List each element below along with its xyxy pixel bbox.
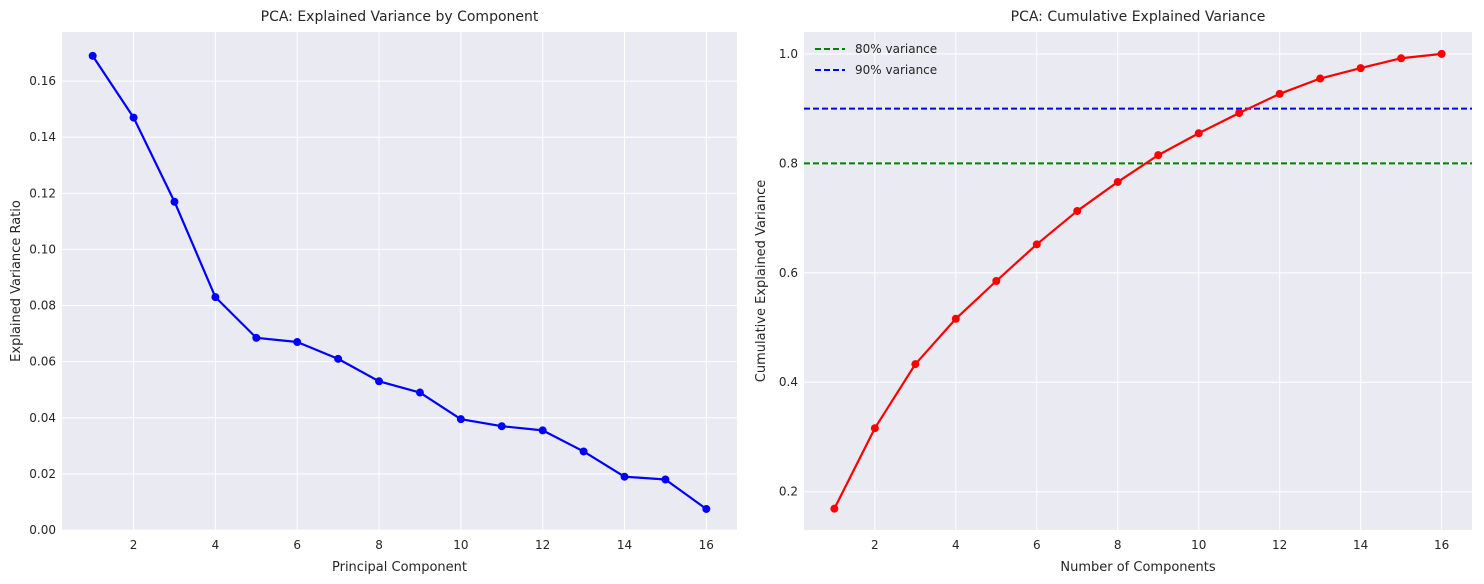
data-point: [951, 314, 960, 323]
series-line: [91, 55, 707, 510]
x-tick-label: 4: [952, 538, 960, 552]
y-tick-label: 0.12: [29, 186, 56, 200]
legend-label-80: 80% variance: [855, 42, 937, 56]
y-tick-label: 0.10: [29, 242, 56, 256]
data-point: [252, 333, 261, 342]
y-tick-label: 0.16: [29, 74, 56, 88]
data-point: [1397, 54, 1406, 63]
data-point: [415, 388, 424, 397]
tick-labels: 2 4 6 8 10 12 14 16 0.2 0.4 0.6 0.8 1.0: [779, 47, 1449, 552]
legend-label-90: 90% variance: [855, 63, 937, 77]
y-tick-label: 0.00: [29, 523, 56, 537]
x-tick-label: 8: [375, 538, 383, 552]
y-tick-label: 0.04: [29, 411, 56, 425]
plot-area: [804, 32, 1472, 530]
x-tick-label: 2: [871, 538, 879, 552]
x-tick-label: 12: [1272, 538, 1287, 552]
x-tick-label: 16: [699, 538, 714, 552]
threshold-lines: [804, 107, 1472, 165]
data-point: [1113, 177, 1122, 186]
data-point: [992, 277, 1001, 285]
y-tick-label: 0.2: [779, 485, 798, 499]
y-tick-label: 0.06: [29, 355, 56, 369]
data-point: [334, 354, 343, 363]
data-point: [375, 377, 384, 386]
data-point: [129, 113, 138, 122]
data-point: [88, 51, 97, 60]
data-point: [661, 475, 670, 484]
data-point: [620, 472, 629, 481]
data-point: [1437, 49, 1446, 58]
y-tick-label: 0.08: [29, 299, 56, 313]
x-tick-label: 14: [1353, 538, 1368, 552]
x-tick-label: 2: [130, 538, 138, 552]
x-tick-label: 8: [1114, 538, 1122, 552]
data-point: [456, 415, 465, 424]
data-point: [497, 422, 506, 431]
y-axis-label: Cumulative Explained Variance: [754, 180, 769, 382]
data-points: [830, 49, 1446, 513]
y-tick-label: 0.4: [779, 375, 798, 389]
x-tick-label: 10: [1191, 538, 1206, 552]
data-point: [1356, 64, 1365, 73]
data-point: [702, 504, 711, 513]
data-point: [170, 197, 179, 206]
data-point: [1275, 89, 1284, 98]
x-tick-label: 12: [535, 538, 550, 552]
y-tick-label: 0.02: [29, 467, 56, 481]
data-point: [1154, 151, 1163, 160]
data-point: [1235, 108, 1244, 117]
data-point: [293, 338, 302, 347]
data-point: [538, 426, 547, 435]
x-tick-label: 16: [1434, 538, 1449, 552]
x-axis-label: Number of Components: [1060, 560, 1215, 575]
x-tick-label: 14: [617, 538, 632, 552]
plot-area: [62, 32, 737, 530]
data-point: [1032, 240, 1041, 249]
data-point: [1194, 129, 1203, 138]
data-points: [88, 51, 711, 513]
series-lines: [833, 52, 1442, 510]
data-point: [1316, 74, 1325, 83]
data-point: [911, 360, 920, 369]
x-tick-label: 6: [293, 538, 301, 552]
y-tick-label: 1.0: [779, 47, 798, 61]
y-tick-label: 0.6: [779, 266, 798, 280]
series-lines: [91, 55, 707, 510]
grid-lines: [62, 32, 737, 531]
x-tick-label: 4: [212, 538, 220, 552]
x-tick-label: 6: [1033, 538, 1041, 552]
y-tick-label: 0.14: [29, 130, 56, 144]
data-point: [1073, 206, 1082, 215]
chart-explained-variance: 2 4 6 8 10 12 14 16 0.00 0.02 0.04 0.06 0.08 0.10 0.12…: [9, 9, 737, 575]
legend: 80% variance 90% variance: [815, 42, 937, 77]
chart-cumulative-variance: 2 4 6 8 10 12 14 16 0.2 0.4 0.6 0.8 1.0 PCA: Cumulat…: [754, 9, 1472, 575]
data-point: [211, 293, 220, 302]
series-line: [833, 52, 1442, 510]
data-point: [579, 447, 588, 456]
data-point: [870, 424, 879, 433]
chart-title: PCA: Explained Variance by Component: [261, 9, 539, 25]
tick-labels: 2 4 6 8 10 12 14 16 0.00 0.02 0.04 0.06 0.08 0.10 0.12…: [29, 74, 714, 552]
x-tick-label: 10: [453, 538, 468, 552]
chart-title: PCA: Cumulative Explained Variance: [1011, 9, 1266, 25]
y-tick-label: 0.8: [779, 156, 798, 170]
data-point: [830, 504, 839, 513]
y-axis-label: Explained Variance Ratio: [9, 200, 24, 362]
x-axis-label: Principal Component: [332, 560, 467, 575]
